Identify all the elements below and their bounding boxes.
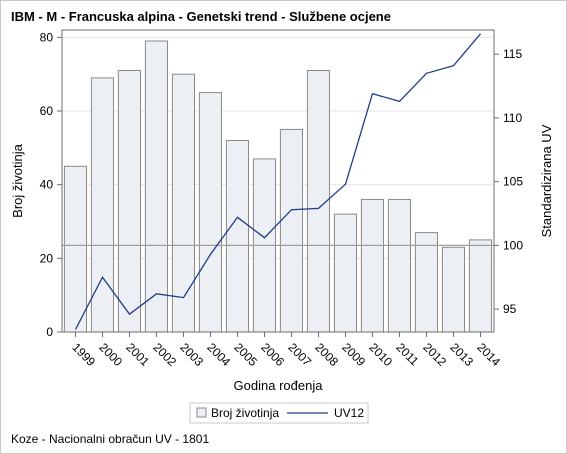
y2-tick-label: 100 [503,238,523,252]
y-tick-label: 40 [40,178,54,192]
x-tick-label: 2014 [474,340,503,369]
bar [360,198,384,333]
y2-axis-title: Standardizirana UV [539,124,554,237]
uv12-line [74,33,481,330]
x-tick-label: 2004 [204,340,233,369]
bar [225,140,249,333]
y-tick-label: 20 [40,251,54,265]
plot-frame [61,29,495,333]
bar [144,40,168,333]
y2-tick-label: 105 [503,175,523,189]
bar [333,213,357,333]
x-tick-label: 2011 [393,340,421,368]
x-tick-label: 2000 [96,340,125,369]
legend: Broj životinja UV12 [189,402,369,424]
y-tick-label: 0 [46,325,53,339]
bar [90,77,115,333]
y2-tick-label: 95 [503,302,517,316]
y-tick-label: 80 [40,30,54,44]
x-tick-label: 2010 [366,340,395,369]
bar [171,73,195,333]
x-tick-label: 2003 [177,340,206,369]
x-axis-title: Godina rođenja [234,378,324,393]
x-tick-label: 2007 [285,340,314,369]
x-tick-label: 2008 [312,340,341,369]
x-tick-label: 2013 [447,340,476,369]
x-tick-label: 1999 [69,340,98,369]
bar [198,92,222,333]
legend-bar-label: Broj životinja [211,406,279,420]
bar [279,128,303,333]
bar [63,165,88,333]
legend-box [189,402,369,424]
chart-title: IBM - M - Francuska alpina - Genetski tr… [11,9,391,24]
footnote: Koze - Nacionalni obračun UV - 1801 [11,432,210,446]
y-tick-label: 60 [40,104,54,118]
bar [387,198,411,333]
x-tick-label: 2005 [231,340,260,369]
bar [468,239,492,333]
line-series [74,33,481,330]
y2-tick-label: 110 [503,111,522,125]
x-tick-label: 2012 [420,340,449,369]
y2-tick-label: 115 [503,47,522,61]
bar-series [63,40,492,333]
x-tick-label: 2001 [123,340,152,369]
bar [414,232,438,333]
bar [441,246,465,333]
legend-line-label: UV12 [334,406,364,420]
x-tick-label: 2009 [339,340,368,369]
x-tick-label: 2006 [258,340,287,369]
bar [117,70,142,333]
x-tick-label: 2002 [150,340,179,369]
y-axis-title: Broj životinja [10,143,25,217]
legend-bar-swatch [196,407,207,418]
